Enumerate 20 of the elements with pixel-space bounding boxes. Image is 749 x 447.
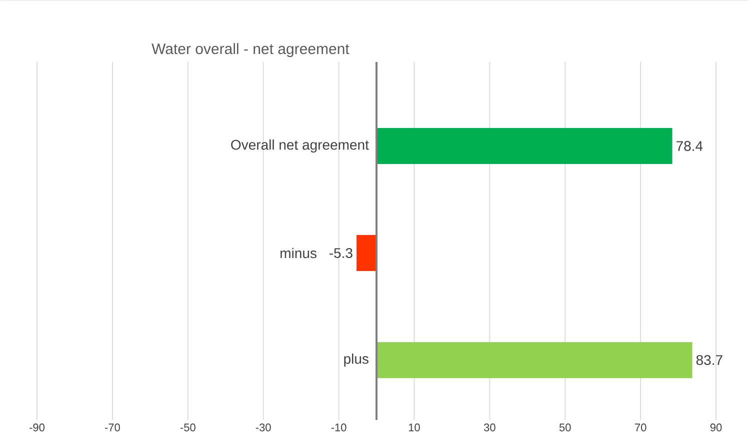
x-tick-label: 90	[710, 424, 722, 432]
y-tick-label: plus	[344, 354, 368, 367]
data-label: -5.3	[329, 248, 352, 258]
x-tick-label: 70	[635, 424, 646, 432]
data-label: 78.4	[676, 141, 703, 151]
data-label: 83.7	[696, 355, 722, 366]
x-tick-label: 10	[408, 424, 420, 432]
x-tick-label: 50	[559, 424, 571, 432]
x-tick-label: -90	[30, 424, 45, 432]
x-tick-label: -10	[331, 424, 346, 432]
y-tick-label: Overall net agreement	[231, 139, 369, 153]
x-tick-label: -50	[180, 424, 196, 432]
x-tick-label: 30	[484, 424, 496, 432]
chart-title: Water overall - net agreement	[152, 43, 350, 58]
bar	[376, 342, 692, 378]
y-tick-label: minus	[280, 248, 316, 258]
x-tick-label: -70	[104, 424, 120, 432]
x-tick-label: -30	[256, 424, 271, 432]
bar	[356, 235, 377, 272]
bar	[376, 128, 672, 164]
